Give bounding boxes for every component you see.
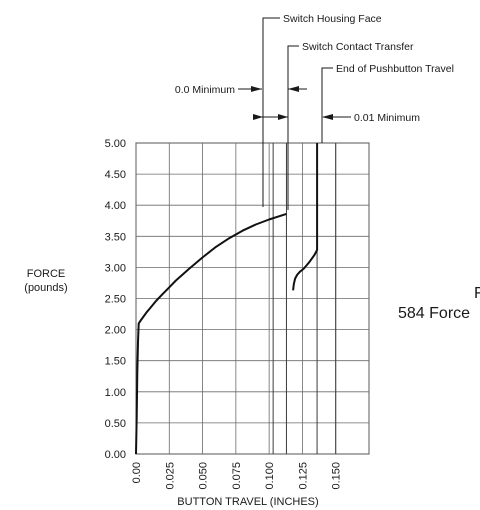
x-tick-labels: 0.00 0.025 0.050 0.075 0.100 0.125 0.150	[131, 462, 343, 490]
y-tick-label: 4.50	[105, 169, 126, 181]
clipped-caption-line-2: 584 Force	[398, 305, 470, 322]
arrow-housing-right	[253, 114, 263, 120]
annotation-0-0-minimum: 0.0 Minimum	[175, 84, 235, 96]
x-tick-label: 0.125	[297, 462, 309, 490]
annotation-arrows	[251, 86, 333, 120]
y-tick-label: 2.50	[105, 294, 126, 306]
grid	[135, 142, 370, 455]
y-tick-labels: 0.00 0.50 1.00 1.50 2.00 2.50 3.00 3.50 4.00 4.50…	[105, 138, 126, 461]
clipped-caption-line-1: F	[474, 285, 480, 302]
x-tick-label: 0.100	[264, 462, 276, 490]
arrow-contact-left	[278, 114, 288, 120]
x-tick-label: 0.025	[164, 462, 176, 490]
x-tick-label: 0.050	[198, 462, 210, 490]
series-group	[135, 143, 319, 455]
annotation-end-of-pushbutton-travel: End of Pushbutton Travel	[336, 63, 454, 75]
y-axis-title-line-2: (pounds)	[24, 282, 67, 294]
arrow-0-minimum-right	[251, 86, 262, 92]
force-curve-1	[135, 212, 287, 455]
y-tick-label: 5.00	[105, 138, 126, 150]
annotation-0-01-minimum: 0.01 Minimum	[354, 112, 420, 124]
annotation-switch-contact-transfer: Switch Contact Transfer	[302, 41, 414, 53]
x-tick-label: 0.150	[331, 462, 343, 490]
y-tick-label: 0.50	[105, 418, 126, 430]
annotation-switch-housing-face: Switch Housing Face	[283, 13, 382, 25]
y-axis-title-line-1: FORCE	[27, 268, 66, 280]
force-curve-2	[292, 143, 319, 291]
y-tick-label: 1.00	[105, 387, 126, 399]
reference-lines	[272, 143, 337, 454]
y-tick-label: 1.50	[105, 356, 126, 368]
y-tick-label: 4.00	[105, 200, 126, 212]
x-axis-title: BUTTON TRAVEL (INCHES)	[177, 496, 318, 508]
x-tick-label: 0.00	[131, 462, 143, 483]
arrow-0-01-left	[322, 114, 333, 120]
x-tick-label: 0.075	[231, 462, 243, 490]
arrow-0-minimum-left	[288, 86, 299, 92]
y-tick-label: 3.50	[105, 231, 126, 243]
y-tick-label: 3.00	[105, 262, 126, 274]
y-tick-label: 2.00	[105, 325, 126, 337]
y-tick-label: 0.00	[105, 449, 126, 461]
